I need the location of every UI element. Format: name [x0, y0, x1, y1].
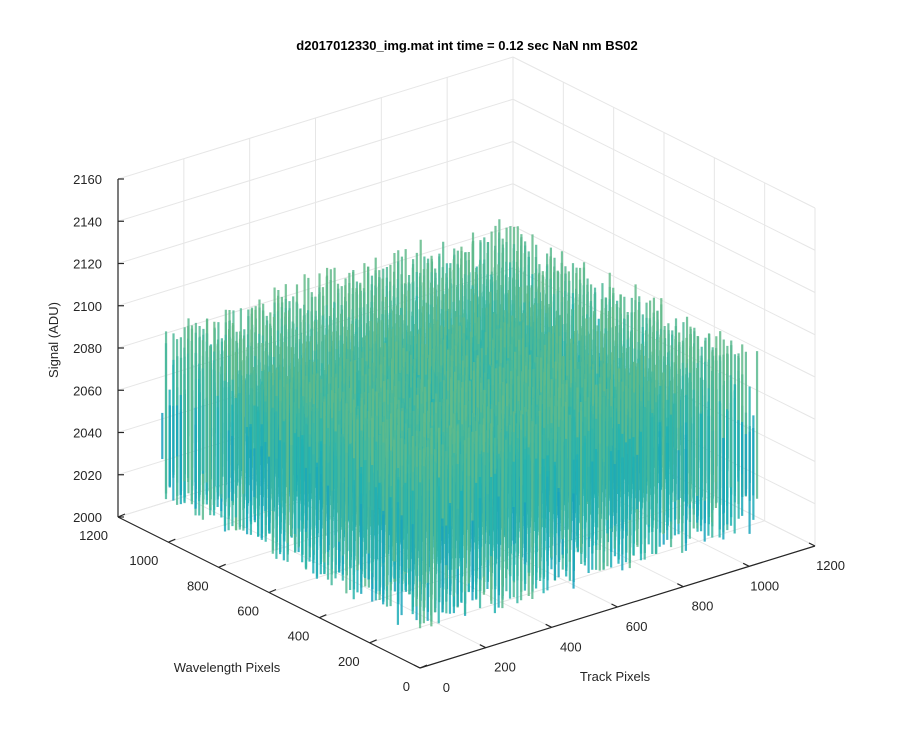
x-tick-mark: [545, 623, 552, 628]
back-wall-grid-line: [117, 98, 514, 222]
x-tick-mark: [677, 583, 684, 588]
y-tick-mark: [419, 664, 428, 669]
y-tick-mark: [218, 563, 226, 568]
side-wall-grid-line: [512, 98, 816, 251]
y-tick-mark: [168, 538, 176, 543]
side-wall-grid-line: [512, 225, 816, 378]
back-wall-grid-line: [117, 141, 514, 264]
x-tick-mark: [808, 542, 816, 547]
side-wall-grid-line: [512, 141, 816, 293]
back-wall-grid-line: [117, 56, 514, 180]
x-tick-mark: [611, 603, 618, 608]
side-wall-grid-line: [512, 56, 816, 209]
x-tick-mark: [413, 664, 421, 669]
side-wall-grid-line: [512, 183, 816, 336]
back-wall-grid-line: [117, 183, 514, 307]
surface-mesh: [161, 219, 759, 629]
y-tick-mark: [319, 614, 327, 619]
y-tick-mark: [268, 588, 277, 594]
y-tick-mark: [369, 639, 377, 644]
floor-grid-line: [369, 520, 765, 644]
x-tick-mark: [479, 644, 487, 649]
axes: [117, 178, 816, 669]
x-tick-mark: [742, 562, 750, 567]
